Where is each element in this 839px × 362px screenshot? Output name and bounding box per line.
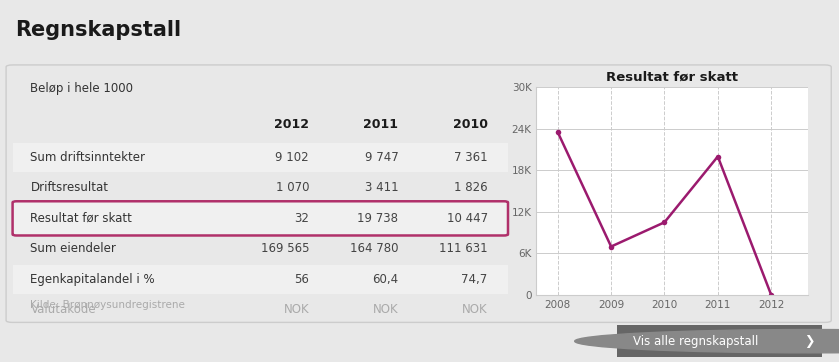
Circle shape — [575, 329, 839, 353]
Text: Beløp i hele 1000: Beløp i hele 1000 — [30, 82, 133, 95]
FancyBboxPatch shape — [617, 325, 822, 357]
Text: Vis alle regnskapstall: Vis alle regnskapstall — [633, 335, 758, 348]
Text: 56: 56 — [294, 273, 309, 286]
Text: NOK: NOK — [462, 303, 487, 316]
Text: 2012: 2012 — [274, 118, 309, 131]
Text: 19 738: 19 738 — [357, 212, 399, 225]
Text: 10 447: 10 447 — [446, 212, 487, 225]
Text: 9 102: 9 102 — [275, 151, 309, 164]
Text: ❯: ❯ — [805, 335, 815, 348]
Text: 111 631: 111 631 — [439, 242, 487, 255]
Bar — [13, 204, 508, 233]
Text: Valutakode: Valutakode — [30, 303, 96, 316]
Text: 74,7: 74,7 — [461, 273, 487, 286]
Text: 169 565: 169 565 — [261, 242, 309, 255]
Text: 1 826: 1 826 — [454, 181, 487, 194]
Text: 164 780: 164 780 — [350, 242, 399, 255]
Text: 2011: 2011 — [363, 118, 399, 131]
Text: 9 747: 9 747 — [365, 151, 399, 164]
Text: NOK: NOK — [373, 303, 399, 316]
Bar — [13, 265, 508, 294]
Text: 2010: 2010 — [453, 118, 487, 131]
Text: Sum eiendeler: Sum eiendeler — [30, 242, 117, 255]
Text: Resultat før skatt: Resultat før skatt — [30, 212, 133, 225]
Text: Sum driftsinntekter: Sum driftsinntekter — [30, 151, 145, 164]
Text: 32: 32 — [294, 212, 309, 225]
Text: Egenkapitalandel i %: Egenkapitalandel i % — [30, 273, 155, 286]
Text: 1 070: 1 070 — [275, 181, 309, 194]
Text: 7 361: 7 361 — [454, 151, 487, 164]
Text: 3 411: 3 411 — [365, 181, 399, 194]
Title: Resultat før skatt: Resultat før skatt — [607, 70, 738, 83]
Bar — [13, 143, 508, 172]
Text: Driftsresultat: Driftsresultat — [30, 181, 108, 194]
FancyBboxPatch shape — [13, 201, 508, 236]
Text: Regnskapstall: Regnskapstall — [15, 20, 181, 40]
Text: 60,4: 60,4 — [373, 273, 399, 286]
Text: Kilde: Brønnøysundregistrene: Kilde: Brønnøysundregistrene — [30, 300, 185, 310]
Text: NOK: NOK — [284, 303, 309, 316]
